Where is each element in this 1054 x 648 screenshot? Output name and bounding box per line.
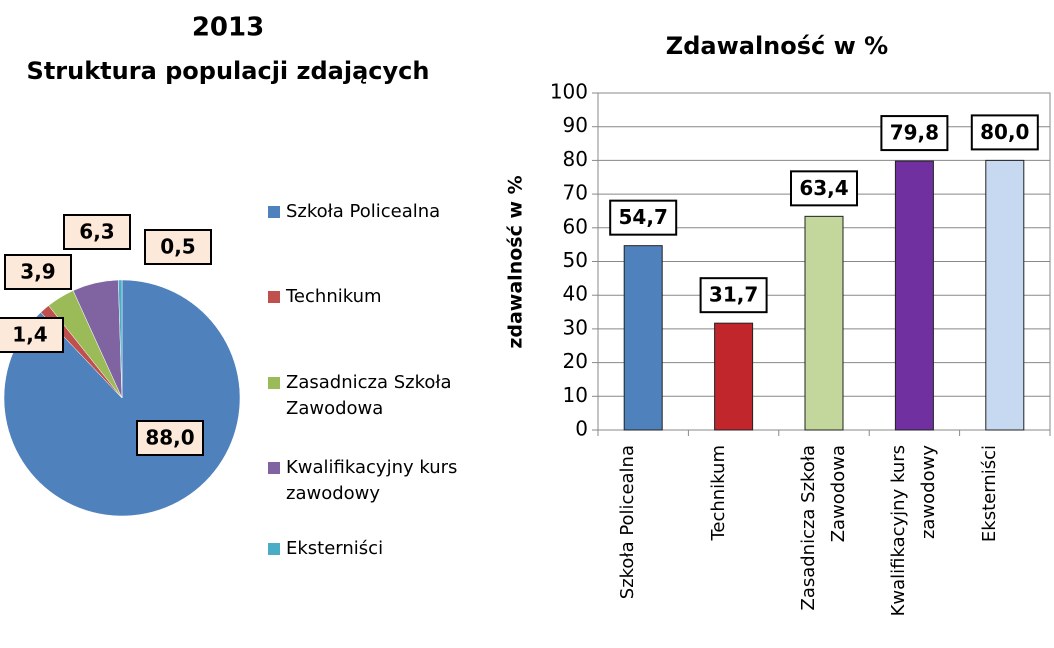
pie-slice: [118, 279, 123, 399]
value-label-box: [63, 214, 131, 250]
legend-label: Zasadnicza Szkoła Zawodowa: [286, 372, 452, 419]
value-label: 79,8: [890, 121, 939, 145]
y-tick-label: 40: [563, 282, 588, 306]
value-label-box: [4, 254, 72, 290]
x-tick-label: Zasadnicza Szkoła Zawodowa: [798, 445, 849, 611]
value-label: 88,0: [145, 426, 194, 450]
bar: [894, 160, 934, 431]
value-label-box: [970, 114, 1039, 151]
value-label-box: [609, 199, 678, 236]
legend-swatch: [268, 291, 280, 303]
bar: [804, 215, 844, 431]
y-tick-label: 80: [563, 147, 588, 171]
y-axis-label: zdawalność w %: [505, 175, 527, 348]
value-label-box: [790, 170, 858, 207]
value-label: 0,5: [160, 235, 195, 259]
legend-label: Kwalifikacyjny kurs zawodowy: [286, 457, 458, 504]
value-label: 54,7: [619, 205, 668, 229]
y-tick-label: 70: [563, 181, 588, 205]
x-tick-label: Eksterniści: [978, 445, 1000, 543]
value-label: 3,9: [20, 260, 55, 284]
value-label: 63,4: [799, 176, 848, 200]
legend-swatch: [268, 377, 280, 389]
pie-title: 2013: [192, 13, 264, 43]
bar: [623, 245, 663, 431]
y-tick-label: 0: [575, 417, 588, 441]
value-label-box: [699, 277, 768, 314]
y-tick-label: 10: [563, 383, 588, 407]
value-label: 31,7: [709, 283, 758, 307]
legend-label: Eksterniści: [286, 538, 384, 559]
legend-label: Technikum: [286, 286, 382, 307]
x-tick-label: Szkoła Policealna: [617, 445, 639, 600]
value-label-box: [880, 115, 949, 152]
value-label-box: [0, 317, 64, 353]
pie-subtitle: Struktura populacji zdających: [27, 57, 430, 85]
bar-title: Zdawalność w %: [666, 32, 888, 60]
y-tick-label: 30: [563, 315, 588, 339]
y-tick-label: 60: [563, 214, 588, 238]
y-tick-label: 90: [563, 113, 588, 137]
y-tick-label: 100: [550, 80, 588, 104]
y-tick-label: 50: [563, 248, 588, 272]
value-label-box: [136, 420, 204, 456]
y-tick-label: 20: [563, 349, 588, 373]
value-label: 80,0: [980, 120, 1029, 144]
value-label: 6,3: [79, 220, 114, 244]
value-label: 1,4: [12, 323, 47, 347]
bar: [714, 322, 754, 431]
legend-swatch: [268, 206, 280, 218]
bar: [985, 159, 1025, 431]
x-tick-label: Kwalifikacyjny kurs zawodowy: [888, 445, 940, 617]
x-tick-label: Technikum: [707, 445, 729, 541]
legend-label: Szkoła Policealna: [286, 201, 441, 222]
legend-swatch: [268, 462, 280, 474]
legend-swatch: [268, 543, 280, 555]
value-label-box: [144, 229, 212, 265]
